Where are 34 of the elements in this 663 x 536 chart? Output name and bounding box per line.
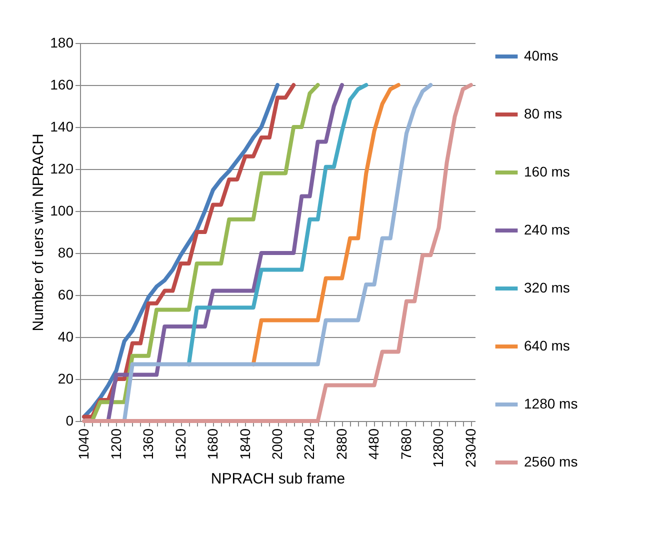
legend-label: 40ms xyxy=(524,48,558,64)
x-axis-title: NPRACH sub frame xyxy=(210,470,346,488)
x-tick-label: 1360 xyxy=(140,428,156,460)
x-tick-label: 2880 xyxy=(333,428,350,460)
x-tick-label: 2240 xyxy=(301,428,318,460)
x-tick-label: 1520 xyxy=(172,428,188,460)
legend-label: 320 ms xyxy=(524,280,570,296)
legend-label: 1280 ms xyxy=(524,396,578,412)
y-tick-label: 140 xyxy=(50,118,74,134)
x-tick-label: 1040 xyxy=(76,428,92,460)
legend-label: 160 ms xyxy=(524,164,570,180)
y-tick-label: 20 xyxy=(58,370,74,386)
y-tick-label: 60 xyxy=(58,286,74,302)
legend-label: 2560 ms xyxy=(524,454,578,470)
x-tick-label: 1200 xyxy=(108,428,124,460)
y-tick-label: 160 xyxy=(50,76,74,92)
y-tick-label: 180 xyxy=(50,34,74,50)
x-tick-label: 7680 xyxy=(398,428,414,460)
line-series xyxy=(82,83,473,423)
x-tick-label: 4480 xyxy=(366,428,382,460)
legend-label: 640 ms xyxy=(524,338,570,354)
x-tick-label: 1840 xyxy=(236,428,253,460)
legend-label: 80 ms xyxy=(524,106,562,122)
y-tick-label: 100 xyxy=(50,202,74,218)
x-tick-label: 2000 xyxy=(269,428,285,460)
x-tick-label: 12800 xyxy=(430,428,446,468)
y-tick-label: 80 xyxy=(58,244,74,260)
x-tick-label: 1680 xyxy=(204,428,221,460)
y-tick-label: 120 xyxy=(50,160,74,176)
y-tick-label: 0 xyxy=(66,412,74,428)
y-tick-label: 40 xyxy=(58,328,74,344)
y-axis-title: Number of uers win NPRACH xyxy=(30,134,48,332)
x-tick-label: 23040 xyxy=(462,428,478,468)
legend-label: 240 ms xyxy=(524,222,570,238)
